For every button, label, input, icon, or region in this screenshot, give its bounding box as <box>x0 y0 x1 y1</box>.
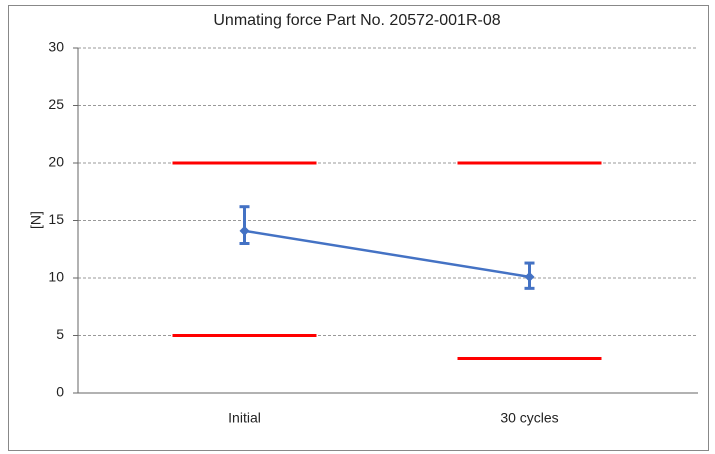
y-axis-label: [N] <box>28 211 44 229</box>
y-tick-label: 20 <box>48 154 64 170</box>
line <box>244 229 530 279</box>
chart-title: Unmating force Part No. 20572-001R-08 <box>213 12 500 29</box>
y-tick-label: 10 <box>48 269 64 285</box>
y-tick-label: 25 <box>48 96 64 112</box>
y-tick-label: 0 <box>56 384 64 400</box>
point <box>239 225 250 236</box>
y-tick-label: 5 <box>56 326 64 342</box>
x-tick-label: 30 cycles <box>500 410 558 426</box>
y-tick-label: 15 <box>48 211 64 227</box>
y-tick-label: 30 <box>48 39 64 55</box>
x-tick-label: Initial <box>228 410 261 426</box>
chart-frame <box>8 5 709 451</box>
point <box>524 271 535 282</box>
